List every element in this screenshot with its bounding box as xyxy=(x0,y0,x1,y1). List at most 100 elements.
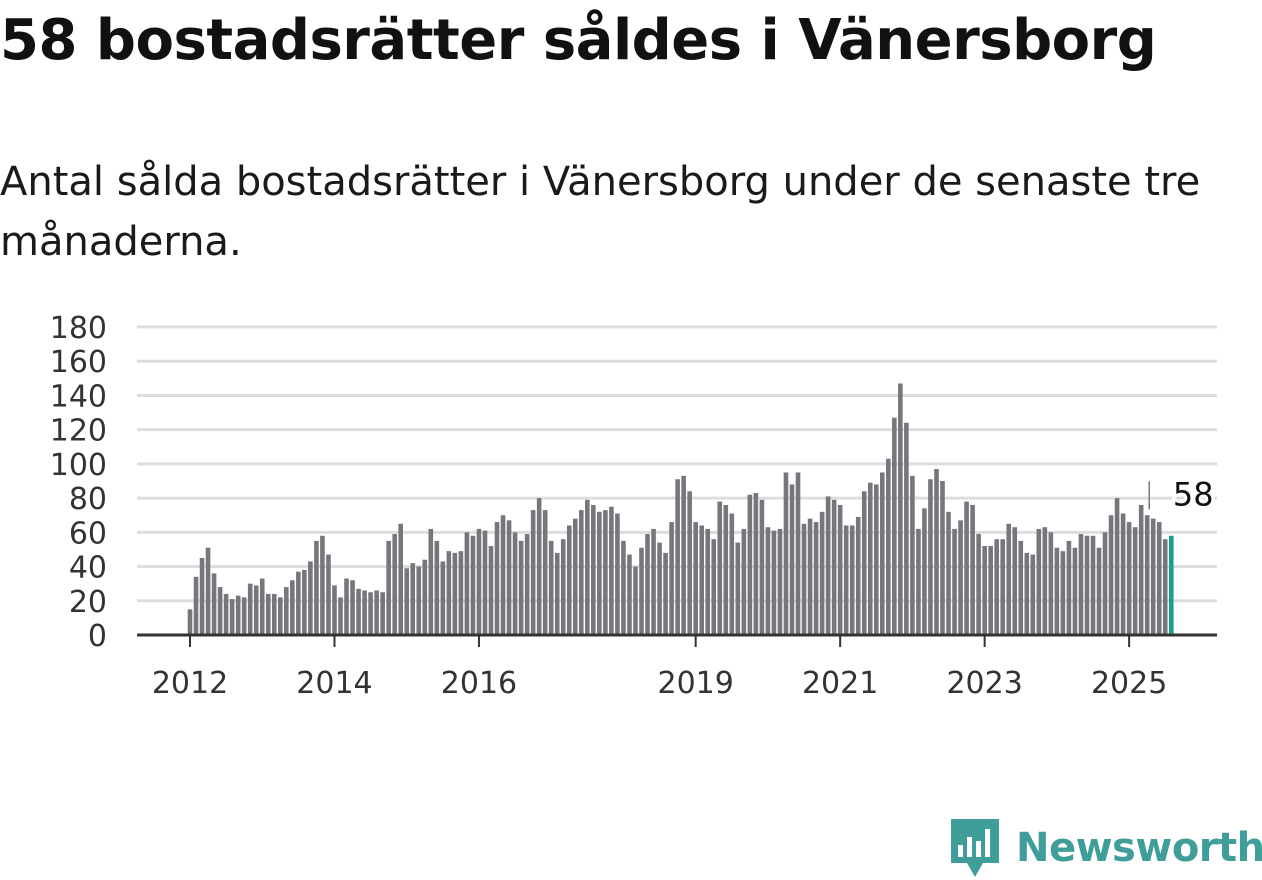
bar xyxy=(795,472,801,635)
bar xyxy=(771,530,777,635)
bar xyxy=(1132,527,1138,635)
bar xyxy=(1114,498,1120,635)
bar xyxy=(259,578,265,635)
bar xyxy=(205,547,211,635)
x-tick-label: 2025 xyxy=(1091,666,1167,701)
annotation-label: 58 xyxy=(1173,475,1214,513)
y-tick-label: 60 xyxy=(69,516,107,551)
bar xyxy=(1108,515,1114,635)
bar xyxy=(217,587,223,635)
bar xyxy=(783,472,789,635)
bar xyxy=(1090,535,1096,635)
bar xyxy=(777,528,783,635)
bar xyxy=(759,499,765,635)
bar xyxy=(1030,554,1036,635)
bar xyxy=(572,518,578,635)
bar xyxy=(910,475,915,635)
bar xyxy=(681,475,686,635)
bar xyxy=(831,499,837,635)
bar xyxy=(747,494,753,635)
bar xyxy=(284,587,289,635)
bar xyxy=(1060,551,1066,635)
bar xyxy=(946,511,951,635)
bar xyxy=(278,597,283,635)
bar xyxy=(320,535,325,635)
bar xyxy=(627,554,632,635)
bar xyxy=(488,546,494,635)
y-tick-label: 80 xyxy=(69,482,107,517)
bar xyxy=(849,525,855,635)
bar xyxy=(536,498,542,635)
y-tick-label: 100 xyxy=(50,448,107,483)
bar xyxy=(452,552,458,635)
bar xyxy=(392,534,397,635)
y-tick-label: 20 xyxy=(69,585,107,620)
bar xyxy=(603,510,608,635)
bar xyxy=(1036,528,1042,635)
bar xyxy=(994,539,999,635)
bar xyxy=(223,593,229,635)
bar xyxy=(350,580,355,635)
bar xyxy=(988,546,993,635)
x-tick-label: 2014 xyxy=(296,666,372,701)
y-tick-label: 0 xyxy=(88,619,107,654)
bar xyxy=(741,528,747,635)
bar xyxy=(434,540,440,635)
bar xyxy=(837,504,843,635)
x-tick-label: 2021 xyxy=(802,666,878,701)
bar xyxy=(1144,515,1150,635)
bar xyxy=(235,595,241,635)
bar xyxy=(458,551,464,635)
bar xyxy=(506,520,512,635)
bar xyxy=(476,528,482,635)
y-tick-label: 120 xyxy=(50,414,107,449)
bar xyxy=(609,506,614,635)
bar xyxy=(928,479,933,635)
newsworthy-logo-icon xyxy=(951,819,999,877)
bar xyxy=(1018,540,1024,635)
bar xyxy=(591,504,596,635)
bar xyxy=(717,501,723,635)
x-tick-label: 2019 xyxy=(658,666,734,701)
x-tick-label: 2016 xyxy=(441,666,517,701)
bar xyxy=(940,481,945,635)
newsworthy-brand: Newsworthy xyxy=(948,816,1262,880)
bar xyxy=(500,515,506,635)
bar xyxy=(825,496,831,635)
bar xyxy=(753,492,759,635)
bar xyxy=(211,573,217,635)
bar xyxy=(645,534,650,635)
bar xyxy=(651,528,656,635)
bar xyxy=(735,542,741,635)
chart-subtitle: Antal sålda bostadsrätter i Vänersborg u… xyxy=(0,159,1201,265)
bar xyxy=(422,559,428,635)
brand-name: Newsworthy xyxy=(1016,825,1262,871)
bar xyxy=(723,504,729,635)
bar xyxy=(199,558,205,635)
bar xyxy=(934,469,939,635)
chart-title: 58 bostadsrätter såldes i Vänersborg xyxy=(0,8,1157,73)
bar xyxy=(1162,539,1168,635)
bar xyxy=(229,599,235,635)
bar xyxy=(639,547,644,635)
bar xyxy=(1048,532,1054,635)
bar xyxy=(886,458,891,635)
bar xyxy=(663,552,668,635)
bar xyxy=(1078,534,1084,635)
bar xyxy=(314,540,319,635)
bar xyxy=(440,561,446,635)
bar xyxy=(560,539,566,635)
bar xyxy=(621,540,626,635)
bar xyxy=(187,609,193,635)
bar xyxy=(398,523,403,635)
bar xyxy=(958,520,963,635)
bar xyxy=(265,593,271,635)
bar xyxy=(1102,532,1108,635)
bar xyxy=(518,540,524,635)
bar xyxy=(597,511,602,635)
bar xyxy=(416,566,422,635)
bar xyxy=(524,534,530,635)
bar xyxy=(326,554,331,635)
bar xyxy=(470,535,476,635)
